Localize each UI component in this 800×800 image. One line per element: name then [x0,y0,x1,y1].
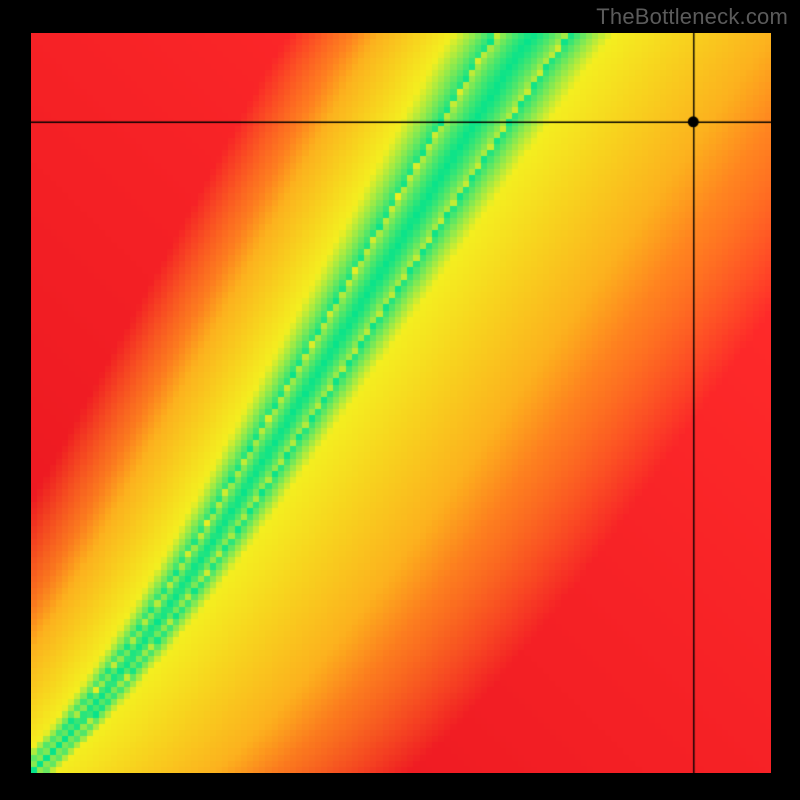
bottleneck-heatmap [31,33,771,773]
watermark-text: TheBottleneck.com [596,4,788,30]
chart-container: TheBottleneck.com [0,0,800,800]
